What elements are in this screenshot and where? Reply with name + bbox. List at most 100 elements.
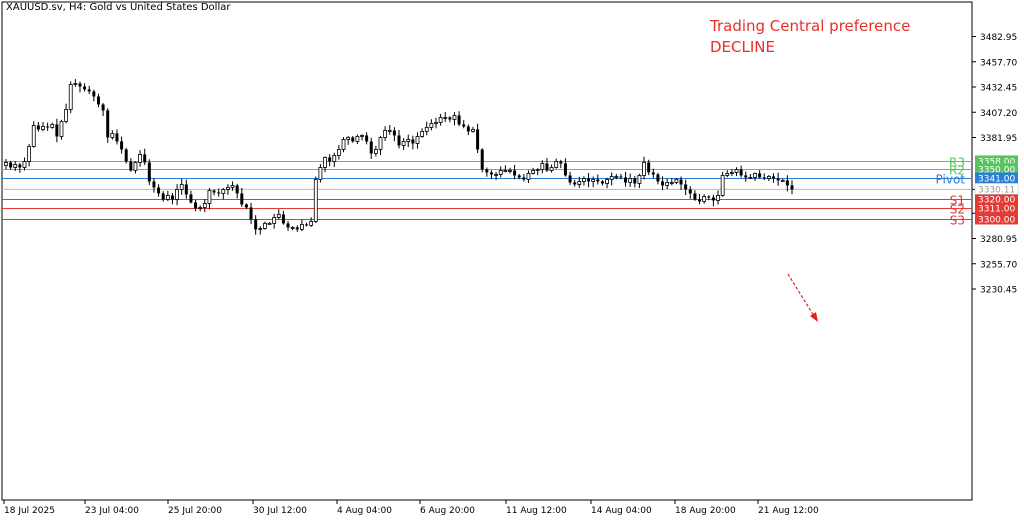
candle-body-up [725,173,730,176]
level-price-label: 3358.00 [978,157,1015,167]
candle-body-down [194,202,198,209]
candle-body-down [212,190,216,193]
candle-body-up [263,223,267,229]
candle-body-up [577,181,582,185]
candle-body-down [240,193,244,205]
y-tick-label: 3230.45 [980,286,1017,296]
candle-body-up [508,170,512,172]
candle-body-down [776,178,780,181]
candle-body-up [406,139,411,142]
x-tick-label: 11 Aug 12:00 [506,506,567,516]
candle-body-down [92,91,96,97]
x-tick-label: 30 Jul 12:00 [253,506,307,516]
candle-body-up [27,146,32,162]
candle-body-down [157,187,161,194]
candle-body-down [485,169,489,173]
candle-body-up [221,189,226,194]
candle-body-up [323,157,327,168]
candle-body-down [563,163,567,176]
candle-body-down [633,178,637,184]
x-tick-label: 18 Jul 2025 [4,506,55,516]
candle-body-up [628,178,633,183]
candle-body-up [766,176,771,179]
candle-body-down [295,227,299,230]
level-name-s3: S3 [950,213,965,227]
candle-body-down [545,163,549,171]
y-tick-label: 3407.20 [980,109,1017,119]
candle-body-up [276,214,281,218]
candle-body-up [59,121,64,137]
level-price-label: 3320.00 [978,195,1015,205]
candle-body-down [457,115,461,125]
candle-body-up [68,84,73,110]
candle-body-up [429,123,434,128]
candle-body-down [679,179,683,185]
candle-body-up [748,177,753,179]
candle-body-down [600,181,604,184]
candle-body-up [540,163,545,170]
candle-body-down [170,195,174,200]
candle-body-down [152,181,156,188]
candle-body-down [328,157,332,162]
x-tick-label: 23 Jul 04:00 [85,506,139,516]
candle-body-up [383,130,388,138]
candle-body-up [226,187,230,190]
x-tick-label: 6 Aug 20:00 [420,506,475,516]
candle-body-up [64,109,69,122]
candle-body-down [115,133,119,142]
candle-body-down [9,162,13,168]
candle-body-down [517,175,521,178]
candle-body-up [424,127,429,132]
candle-body-up [720,175,725,196]
candle-body-up [591,179,596,182]
candle-body-down [684,184,688,190]
trading-central-preference: DECLINE [710,38,775,56]
candle-body-down [480,149,484,170]
candle-body-up [401,141,406,146]
current-price-tag [974,183,1019,195]
candle-body-down [711,197,715,201]
candle-body-down [489,172,493,175]
candle-body-down [18,164,22,168]
candle-body-up [309,221,314,226]
candle-body-down [707,196,711,198]
candle-body-up [452,115,457,120]
level-name-pivot: Pivot [936,172,966,186]
candle-body-up [73,83,78,85]
candle-body-down [397,135,401,146]
symbol-title: XAUUSD.sv, H4: Gold vs United States Dol… [6,2,231,13]
candle-body-down [369,141,373,154]
candle-body-down [739,169,743,176]
candle-body-up [582,178,586,182]
candle-body-up [258,228,263,230]
level-price-tag-s2 [975,202,1018,214]
candle-body-down [286,223,290,228]
candle-body-up [41,126,45,130]
candle-body-down [693,193,697,200]
candle-body-up [753,173,757,178]
candle-body-up [549,167,554,171]
candle-body-down [448,117,452,120]
candle-body-down [462,124,466,127]
candle-body-down [651,172,655,175]
candle-body-down [36,125,40,130]
candle-body-up [290,227,295,229]
candle-body-up [471,129,475,132]
candle-body-up [110,133,115,138]
candle-body-up [207,190,212,204]
candle-body-down [83,86,87,90]
candle-body-down [785,180,789,186]
level-price-label: 3300.00 [978,215,1015,225]
candle-body-up [355,136,360,142]
candle-body-up [202,203,207,208]
plot-frame [1,1,973,501]
candle-body-up [267,223,272,225]
candle-body-up [642,162,646,176]
candle-body-down [698,199,702,202]
current-price-label: 3330.11 [978,185,1015,195]
forecast-arrow-line [787,273,815,317]
candle-body-down [596,179,600,182]
candle-body-up [336,149,341,156]
x-tick-label: 14 Aug 04:00 [591,506,652,516]
